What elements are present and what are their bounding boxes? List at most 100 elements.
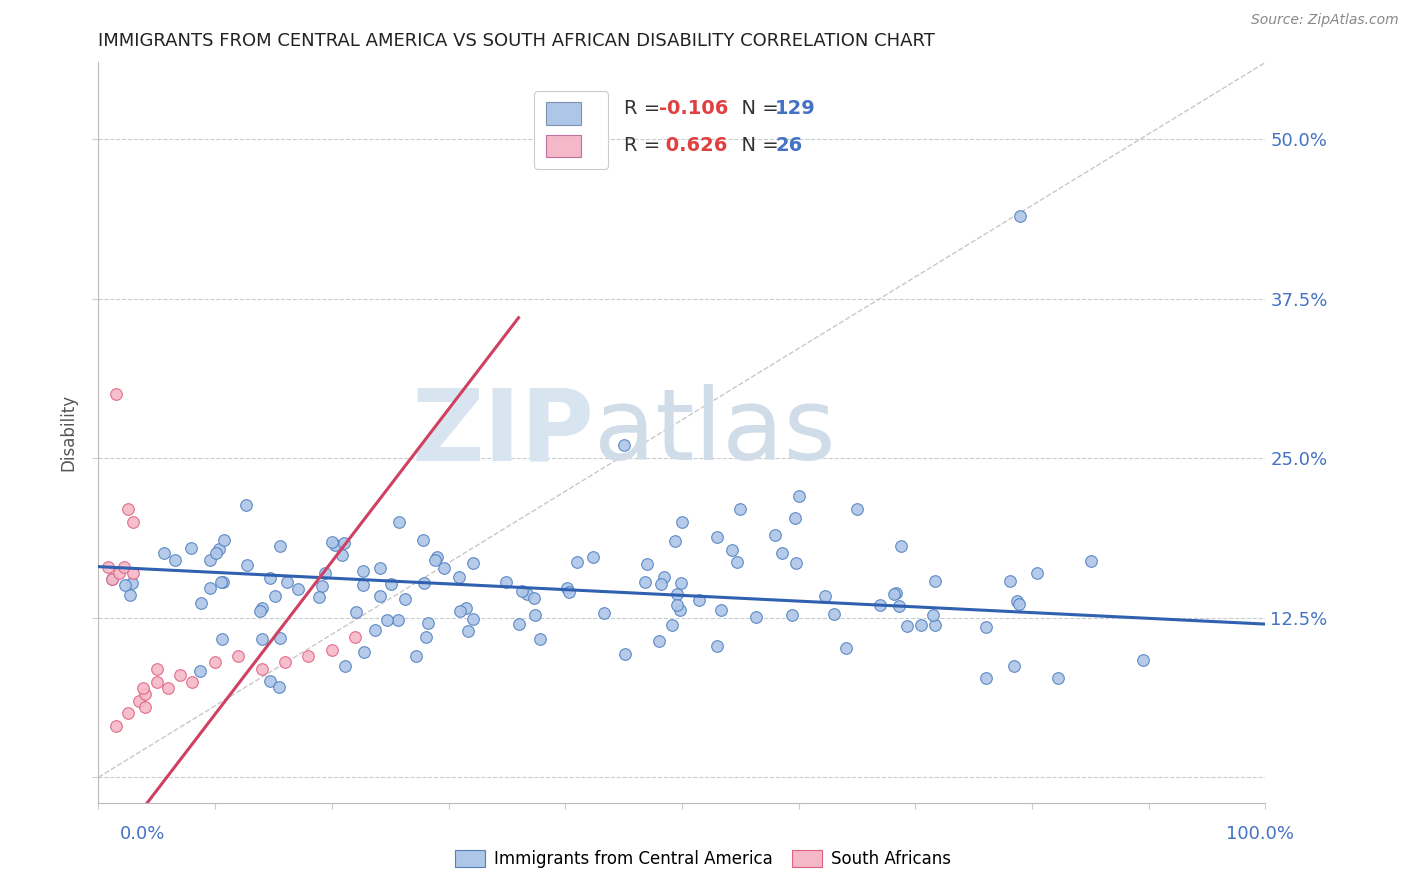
- Point: [730, 502, 752, 516]
- Point: [457, 624, 479, 638]
- Point: [415, 630, 437, 644]
- Point: [581, 550, 603, 565]
- Point: [180, 541, 202, 556]
- Point: [449, 604, 471, 618]
- Point: [725, 556, 748, 570]
- Point: [259, 673, 281, 688]
- Point: [308, 591, 330, 605]
- Point: [869, 599, 891, 613]
- Point: [122, 566, 145, 580]
- Point: [516, 587, 538, 601]
- Point: [330, 548, 353, 562]
- Point: [269, 680, 291, 694]
- Point: [117, 706, 139, 721]
- Point: [665, 586, 688, 600]
- Point: [134, 687, 156, 701]
- Point: [613, 438, 636, 452]
- Text: N =: N =: [728, 99, 785, 119]
- Point: [671, 515, 693, 529]
- Point: [650, 577, 672, 591]
- Point: [122, 515, 145, 529]
- Point: [250, 600, 273, 615]
- Point: [333, 535, 356, 549]
- Point: [297, 648, 319, 663]
- Point: [634, 575, 657, 590]
- Point: [558, 585, 581, 599]
- Point: [669, 603, 692, 617]
- Point: [335, 659, 357, 673]
- Text: R =: R =: [624, 136, 666, 155]
- Point: [180, 674, 202, 689]
- Point: [104, 387, 127, 401]
- Point: [1080, 554, 1102, 568]
- Point: [785, 556, 807, 570]
- Point: [323, 538, 346, 552]
- Point: [394, 591, 416, 606]
- Point: [250, 662, 273, 676]
- Point: [835, 640, 858, 655]
- Text: atlas: atlas: [595, 384, 837, 481]
- Point: [112, 559, 135, 574]
- Point: [128, 694, 150, 708]
- Point: [710, 603, 733, 617]
- Point: [524, 608, 547, 623]
- Point: [924, 618, 946, 632]
- Text: Source: ZipAtlas.com: Source: ZipAtlas.com: [1251, 13, 1399, 28]
- Text: N =: N =: [728, 136, 785, 155]
- Point: [1026, 566, 1049, 580]
- Point: [720, 542, 742, 557]
- Text: 0.626: 0.626: [658, 136, 727, 155]
- Point: [666, 598, 689, 612]
- Point: [423, 553, 446, 567]
- Point: [269, 539, 291, 553]
- Point: [212, 575, 235, 590]
- Point: [495, 575, 517, 590]
- Point: [1002, 659, 1025, 673]
- Point: [636, 558, 658, 572]
- Point: [669, 576, 692, 591]
- Point: [287, 582, 309, 596]
- Point: [412, 533, 434, 547]
- Point: [405, 649, 427, 664]
- Point: [346, 605, 368, 619]
- Point: [890, 539, 912, 553]
- Point: [998, 574, 1021, 589]
- Point: [1008, 597, 1031, 611]
- Point: [706, 531, 728, 545]
- Text: ZIP: ZIP: [412, 384, 595, 481]
- Point: [593, 607, 616, 621]
- Point: [1005, 594, 1028, 608]
- Text: 129: 129: [775, 99, 815, 119]
- Point: [661, 618, 683, 632]
- Point: [214, 533, 236, 547]
- Point: [529, 632, 551, 647]
- Text: IMMIGRANTS FROM CENTRAL AMERICA VS SOUTH AFRICAN DISABILITY CORRELATION CHART: IMMIGRANTS FROM CENTRAL AMERICA VS SOUTH…: [98, 32, 935, 50]
- Point: [1010, 209, 1032, 223]
- Point: [269, 631, 291, 645]
- Point: [910, 617, 932, 632]
- Point: [648, 634, 671, 648]
- Point: [614, 648, 637, 662]
- Point: [120, 588, 142, 602]
- Point: [889, 599, 911, 613]
- Point: [153, 546, 176, 560]
- Point: [1132, 652, 1154, 666]
- Point: [510, 584, 533, 599]
- Point: [211, 632, 233, 646]
- Point: [823, 607, 845, 621]
- Point: [146, 674, 169, 689]
- Point: [814, 590, 837, 604]
- Point: [387, 613, 409, 627]
- Point: [461, 612, 484, 626]
- Point: [264, 589, 287, 603]
- Point: [380, 577, 402, 591]
- Point: [412, 575, 434, 590]
- Point: [388, 515, 411, 529]
- Point: [104, 719, 127, 733]
- Point: [209, 574, 232, 589]
- Point: [97, 559, 120, 574]
- Point: [555, 581, 578, 595]
- Point: [114, 578, 136, 592]
- Point: [274, 656, 297, 670]
- Point: [321, 642, 343, 657]
